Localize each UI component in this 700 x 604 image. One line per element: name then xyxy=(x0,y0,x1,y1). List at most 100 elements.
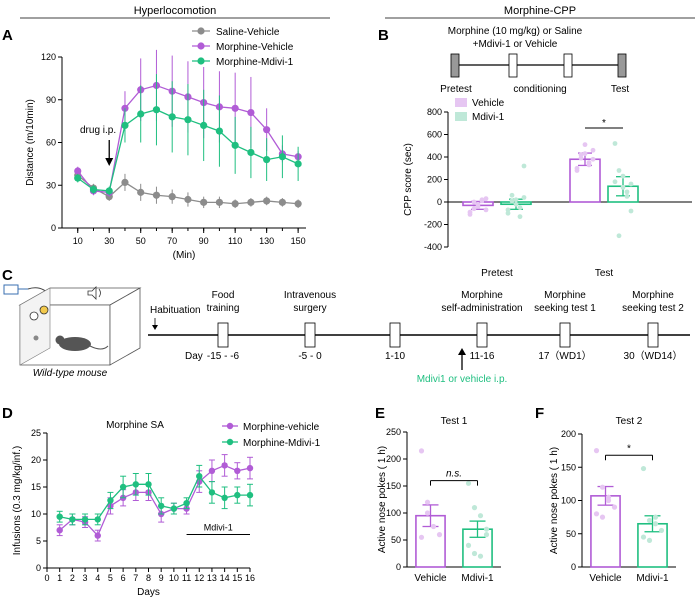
data-point xyxy=(517,214,523,220)
data-point xyxy=(505,210,511,216)
y-tick-label: 600 xyxy=(427,130,442,140)
data-point xyxy=(418,448,425,454)
data-point xyxy=(152,191,161,199)
self-administration-apparatus: Wild-type mouse xyxy=(3,284,142,379)
data-point xyxy=(475,204,481,209)
y-axis-label: Infusions (0.3 mg/kg/inf.) xyxy=(12,446,23,556)
timeline-step-box xyxy=(647,322,659,348)
data-point xyxy=(509,198,515,204)
timeline-day-label: 11-16 xyxy=(470,351,495,362)
x-tick-label: 10 xyxy=(73,236,83,246)
mouse-tail-icon xyxy=(89,345,109,350)
data-point xyxy=(509,192,515,198)
data-point xyxy=(605,497,612,504)
x-tick-label: 90 xyxy=(199,236,209,246)
legend-label: Morphine-Mdivi-1 xyxy=(216,57,294,68)
data-point xyxy=(599,484,606,490)
x-tick-label: 6 xyxy=(121,573,126,583)
data-point xyxy=(479,197,485,203)
data-point xyxy=(234,491,241,499)
data-point xyxy=(658,527,665,534)
panel-label-e: E xyxy=(375,405,385,422)
data-point xyxy=(278,198,286,206)
data-point xyxy=(578,155,584,161)
category-label: Test xyxy=(595,268,614,279)
data-point xyxy=(640,465,647,472)
y-tick-label: 30 xyxy=(46,180,56,190)
y-tick-label: 10 xyxy=(31,509,41,519)
timeline-step-box xyxy=(559,322,571,348)
data-point xyxy=(231,104,239,112)
timeline-day-label: 30（WD14） xyxy=(624,350,683,362)
category-label: Vehicle xyxy=(414,573,447,584)
y-tick-label: 200 xyxy=(386,454,401,464)
x-tick-label: 150 xyxy=(291,236,306,246)
cpp-conditioning-box-1 xyxy=(508,53,518,78)
data-point xyxy=(74,174,82,182)
chart-hyperlocomotion: 0 30 60 90 120 10 30 50 70 90 110 130 150 (Min) Distan… xyxy=(25,27,306,261)
data-point xyxy=(247,108,255,117)
x-tick-label: 50 xyxy=(136,236,146,246)
x-tick-label: 130 xyxy=(259,236,274,246)
y-tick-label: 100 xyxy=(386,508,401,518)
data-point xyxy=(640,534,647,540)
data-point xyxy=(646,537,653,544)
panel-label-d: D xyxy=(2,405,13,422)
data-point xyxy=(294,160,302,168)
data-point xyxy=(424,499,431,505)
chart-cpp-score: -400 -200 0 200 400 600 800 CPP score (sec) Pret… xyxy=(403,98,692,279)
x-tick-label: 70 xyxy=(167,236,177,246)
x-tick-label: 5 xyxy=(108,573,113,583)
y-tick-label: 200 xyxy=(427,175,442,185)
timeline-day-label: 1-10 xyxy=(385,351,405,362)
x-tick-label: 30 xyxy=(104,236,114,246)
data-point xyxy=(465,542,472,549)
data-point xyxy=(471,550,478,557)
y-tick-label: 150 xyxy=(386,481,401,491)
treatment-arrowhead xyxy=(458,348,466,355)
y-tick-label: 15 xyxy=(31,482,41,492)
cpp-test-label: Test xyxy=(611,84,630,95)
chart-title: Morphine SA xyxy=(106,420,164,431)
y-tick-label: 400 xyxy=(427,152,442,162)
data-point xyxy=(586,162,592,168)
legend-label: Morphine-vehicle xyxy=(243,422,320,433)
x-tick-label: 8 xyxy=(146,573,151,583)
data-point xyxy=(56,513,63,520)
data-point xyxy=(505,207,511,213)
data-point xyxy=(196,473,203,480)
data-point xyxy=(215,198,224,206)
mouse-icon xyxy=(59,337,91,351)
data-point xyxy=(184,195,192,204)
data-point xyxy=(467,209,473,215)
legend-marker xyxy=(197,57,205,65)
data-point xyxy=(184,116,192,124)
data-point xyxy=(424,510,431,516)
data-point xyxy=(620,184,626,190)
data-point xyxy=(483,196,489,202)
timeline-day-label: -5 - 0 xyxy=(298,351,322,362)
timeline-step-label: training xyxy=(207,303,240,314)
day-prefix: Day xyxy=(185,351,203,362)
data-point xyxy=(183,500,190,507)
data-point xyxy=(628,208,634,214)
y-tick-label: -400 xyxy=(424,242,442,252)
timeline-day-label: -15 - -6 xyxy=(207,351,240,362)
syringe-icon xyxy=(3,284,19,295)
data-point xyxy=(119,483,127,491)
data-point xyxy=(56,527,63,534)
speaker-icon xyxy=(87,286,97,300)
treatment-period-label: Mdivi-1 xyxy=(204,523,233,533)
category-label: Vehicle xyxy=(589,573,622,584)
data-point xyxy=(582,142,588,148)
timeline-step-label: Morphine xyxy=(544,290,586,301)
timeline-step-box xyxy=(217,322,229,348)
panel-label-f: F xyxy=(535,405,544,422)
data-point xyxy=(246,491,254,499)
cpp-schematic-line2: +Mdivi-1 or Vehicle xyxy=(473,39,558,50)
significance-label: * xyxy=(602,118,606,129)
legend-swatch xyxy=(455,112,467,121)
